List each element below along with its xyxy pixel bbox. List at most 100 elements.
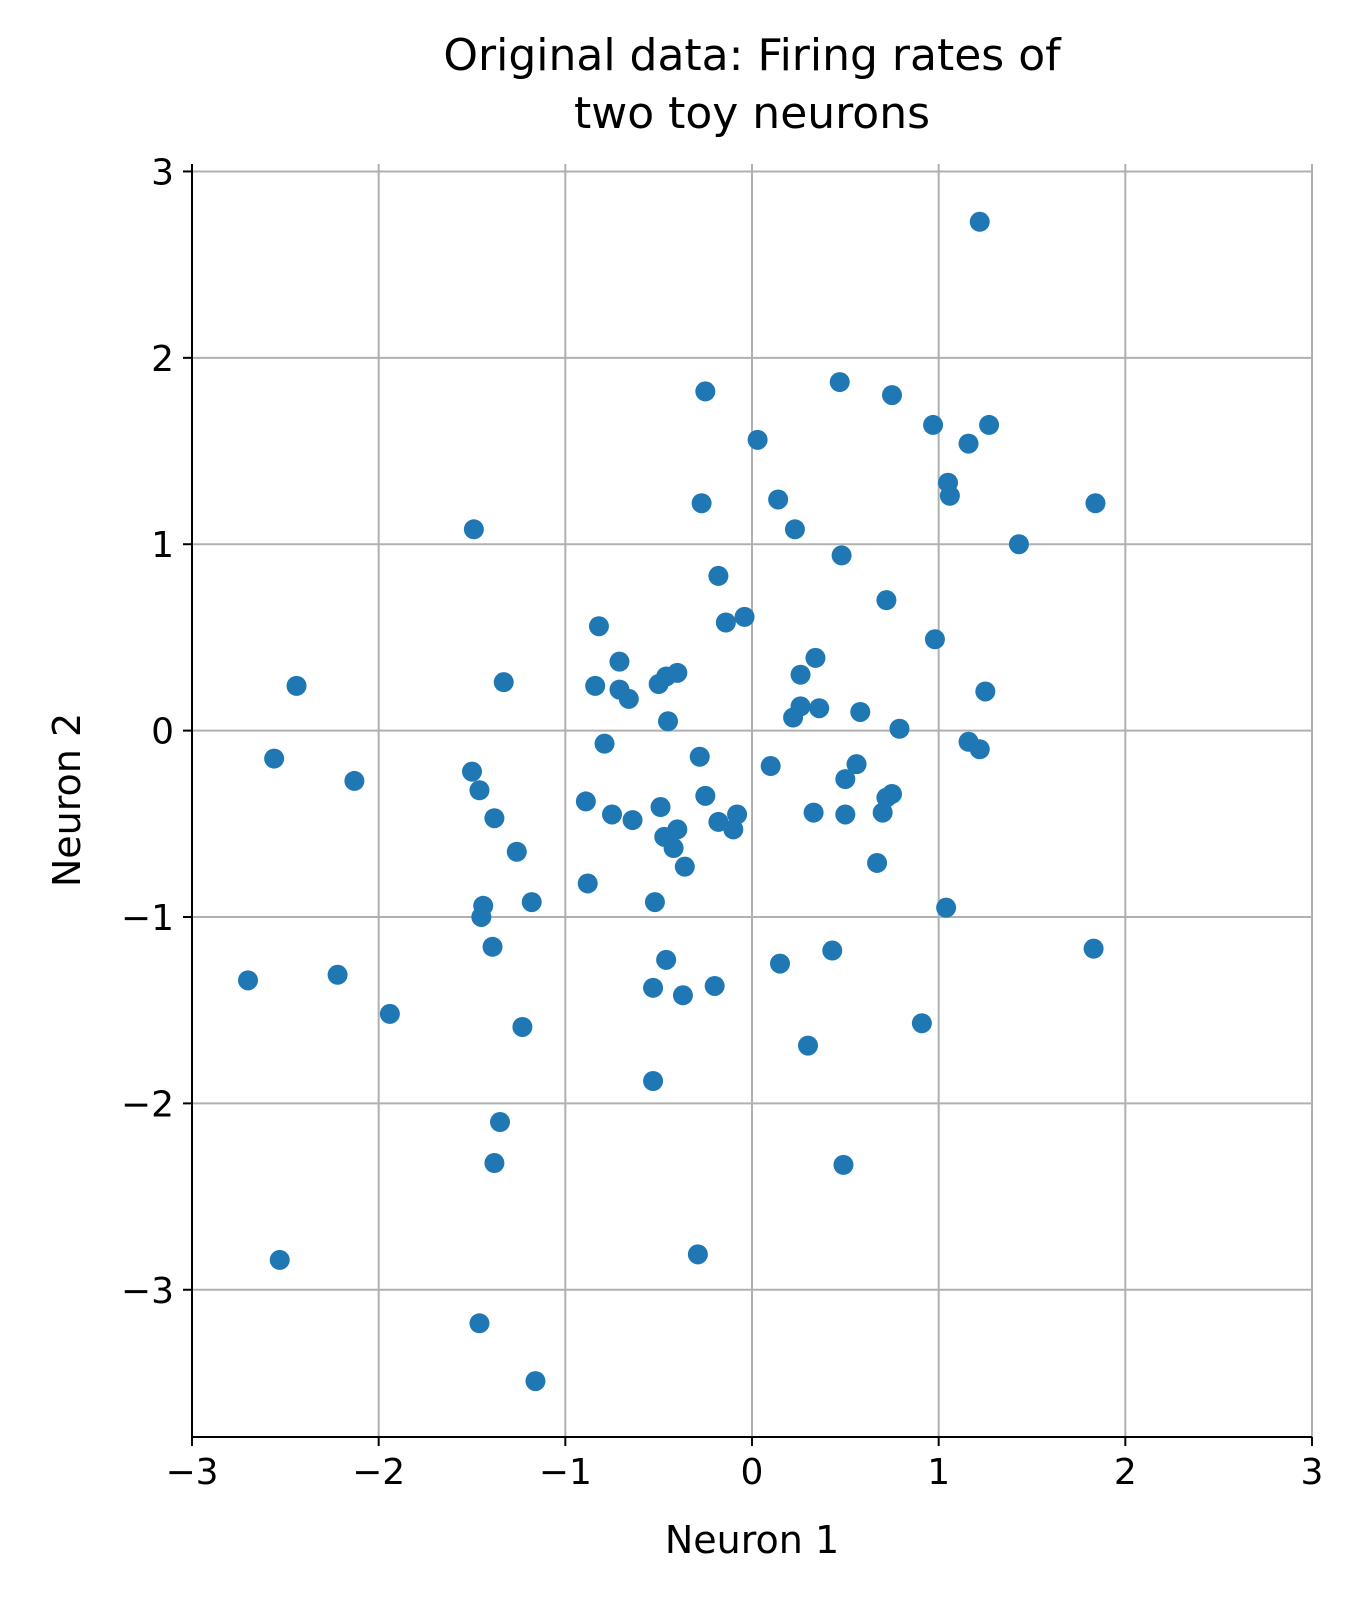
- point: [889, 718, 910, 739]
- point: [835, 804, 856, 825]
- point: [695, 381, 716, 402]
- x-tick-label: 2: [1114, 1452, 1137, 1493]
- y-tick-label: 1: [151, 525, 174, 566]
- point: [484, 808, 505, 829]
- y-axis-label: Neuron 2: [45, 713, 89, 887]
- point: [469, 780, 490, 801]
- chart-title: Original data: Firing rates of: [443, 30, 1062, 81]
- point: [506, 841, 527, 862]
- point: [1085, 493, 1106, 514]
- x-axis-label: Neuron 1: [665, 1518, 839, 1562]
- y-tick-label: 3: [151, 152, 174, 193]
- point: [747, 429, 768, 450]
- x-tick-label: 3: [1301, 1452, 1324, 1493]
- point: [609, 651, 630, 672]
- point: [704, 975, 725, 996]
- point: [575, 791, 596, 812]
- point: [469, 1313, 490, 1334]
- point: [594, 733, 615, 754]
- point: [490, 1112, 510, 1133]
- point: [484, 1153, 505, 1174]
- point: [850, 701, 871, 722]
- point: [936, 897, 957, 918]
- point: [658, 711, 678, 732]
- point: [715, 612, 736, 633]
- x-tick-label: −1: [539, 1452, 592, 1493]
- point: [829, 372, 850, 393]
- point: [708, 565, 729, 586]
- point: [803, 802, 824, 823]
- point: [344, 770, 365, 791]
- point: [650, 797, 671, 818]
- point: [585, 675, 606, 696]
- point: [471, 906, 492, 927]
- point: [264, 748, 285, 769]
- point: [463, 519, 484, 540]
- point: [979, 414, 1000, 435]
- point: [689, 746, 710, 767]
- point: [238, 970, 258, 991]
- point: [798, 1035, 818, 1056]
- y-tick-label: 2: [151, 339, 174, 380]
- point: [723, 819, 744, 840]
- point: [975, 681, 996, 702]
- point: [911, 1013, 932, 1034]
- point: [618, 688, 639, 709]
- point: [674, 856, 695, 877]
- point: [734, 606, 755, 627]
- point: [648, 674, 669, 695]
- point: [672, 985, 693, 1006]
- point: [923, 414, 944, 435]
- point: [663, 838, 684, 859]
- y-tick-label: −1: [121, 898, 174, 939]
- point: [831, 545, 852, 566]
- point: [846, 754, 867, 775]
- point: [708, 811, 729, 832]
- point: [643, 977, 664, 998]
- point: [969, 211, 990, 232]
- point: [379, 1003, 400, 1024]
- point: [521, 892, 542, 913]
- point: [867, 852, 888, 873]
- point: [1083, 938, 1104, 959]
- point: [809, 698, 830, 719]
- point: [969, 739, 990, 760]
- point: [269, 1249, 290, 1270]
- point: [667, 662, 688, 683]
- point: [512, 1016, 533, 1037]
- x-tick-label: 0: [741, 1452, 764, 1493]
- x-tick-label: −3: [165, 1452, 218, 1493]
- point: [939, 485, 960, 506]
- point: [760, 756, 781, 777]
- point: [1008, 534, 1029, 555]
- point: [924, 629, 945, 650]
- point: [784, 519, 805, 540]
- point: [644, 892, 665, 913]
- point: [588, 616, 609, 637]
- chart-title: two toy neurons: [574, 88, 930, 139]
- point: [882, 385, 902, 406]
- point: [286, 675, 307, 696]
- point: [770, 953, 790, 974]
- point: [462, 761, 482, 782]
- point: [656, 949, 677, 970]
- x-tick-label: 1: [927, 1452, 950, 1493]
- point: [835, 769, 856, 790]
- point: [327, 964, 348, 985]
- point: [872, 802, 893, 823]
- y-tick-label: 0: [151, 712, 174, 753]
- point: [822, 940, 843, 961]
- point: [622, 810, 643, 831]
- point: [876, 590, 897, 611]
- point: [482, 936, 503, 957]
- point: [643, 1071, 664, 1092]
- point: [833, 1154, 854, 1175]
- point: [783, 707, 804, 728]
- y-tick-label: −3: [121, 1271, 174, 1312]
- point: [687, 1244, 708, 1265]
- point: [768, 489, 789, 510]
- point: [695, 785, 716, 806]
- point: [493, 672, 514, 693]
- y-tick-label: −2: [121, 1084, 174, 1125]
